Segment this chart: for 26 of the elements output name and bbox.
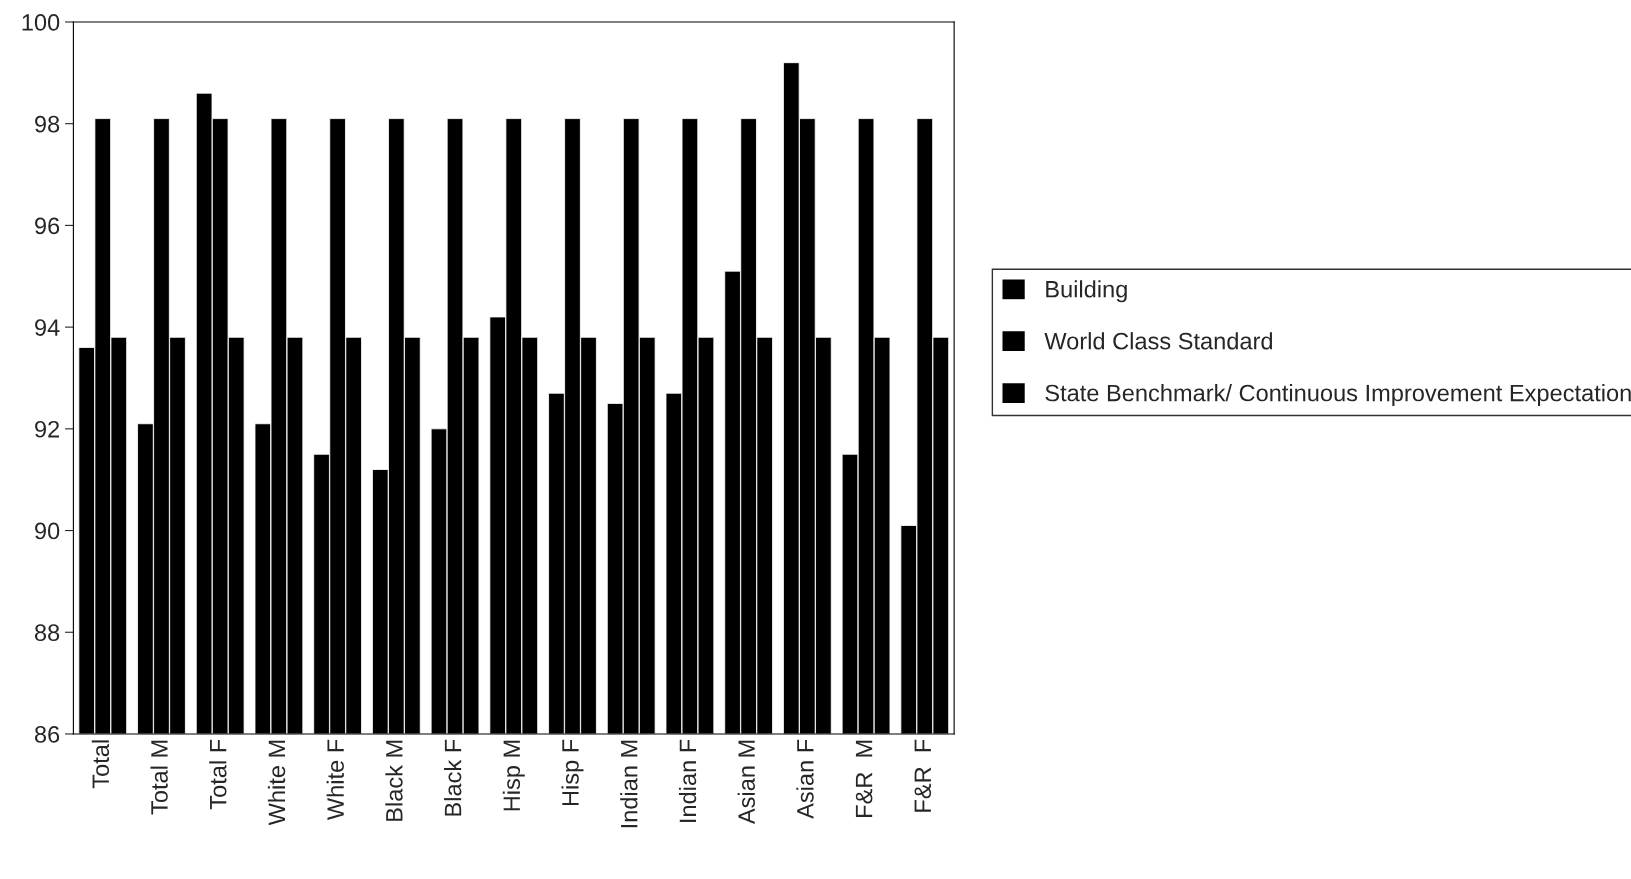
x-tick-label: F&R F	[914, 739, 932, 812]
y-tick-label: 96	[35, 217, 60, 235]
x-tick-label: Black F	[444, 739, 462, 816]
x-tick-label: White M	[267, 740, 286, 826]
x-tick-label: Total F	[209, 739, 227, 810]
legend-label: State Benchmark/ Continuous Improvement Expectation	[1045, 384, 1631, 407]
x-tick-label: Hisp M	[502, 740, 525, 811]
x-tick-label: Black M	[385, 740, 403, 821]
y-tick-label: 100	[22, 14, 60, 31]
y-tick-label: 94	[35, 319, 60, 336]
y-tick-label: 92	[35, 420, 60, 438]
x-tick-label: Indian M	[620, 740, 638, 828]
x-tick-label: F&R M	[855, 740, 873, 817]
x-tick-label: Indian F	[678, 739, 697, 822]
y-tick-label: 90	[35, 522, 60, 540]
y-tick-label: 98	[35, 115, 60, 133]
x-tick-label: White F	[326, 739, 344, 821]
x-tick-label: Asian F	[796, 739, 814, 819]
x-tick-label: Total	[91, 740, 110, 789]
y-tick-label: 86	[34, 726, 60, 743]
y-tick-label: 88	[34, 624, 60, 642]
x-tick-label: Total M	[150, 740, 168, 815]
x-tick-label: Asian M	[737, 740, 755, 825]
legend-label: Building	[1046, 280, 1127, 303]
legend-label: World Class Standard	[1044, 332, 1273, 350]
x-tick-label: Hisp F	[561, 739, 584, 806]
